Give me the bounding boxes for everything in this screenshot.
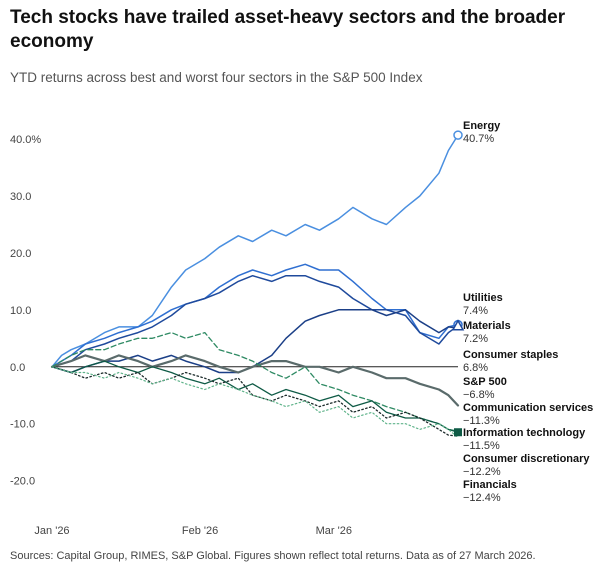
- chart-title: Tech stocks have trailed asset-heavy sec…: [10, 7, 566, 52]
- series-value-communication-services: −11.3%: [463, 415, 500, 427]
- series-value-consumer-discretionary: −12.2%: [463, 466, 501, 478]
- series-label-communication-services: Communication services: [463, 402, 593, 414]
- series-label-utilities: Utilities: [463, 292, 503, 304]
- y-tick-label: -20.0: [10, 476, 35, 488]
- x-tick-label: Jan '26: [34, 525, 69, 537]
- y-tick-label: 30.0: [10, 191, 31, 203]
- series-label-information-technology: Information technology: [463, 427, 586, 439]
- series-line-materials: [51, 274, 459, 368]
- series-value-financials: −12.4%: [463, 492, 501, 504]
- series-line-energy: [51, 134, 459, 368]
- series-value-utilities: 7.4%: [463, 305, 488, 317]
- end-marker-information-technology: [454, 428, 462, 437]
- y-tick-label: 20.0: [10, 248, 31, 260]
- y-tick-label: 0.0: [10, 362, 25, 374]
- series-line-information-technology: [51, 360, 459, 433]
- series-value-information-technology: −11.5%: [463, 440, 500, 452]
- y-tick-label: -10.0: [10, 419, 35, 431]
- source-note: Sources: Capital Group, RIMES, S&P Globa…: [10, 550, 536, 562]
- series-line-consumer-staples: [51, 309, 459, 374]
- series-value-consumer-staples: 6.8%: [463, 362, 488, 374]
- series-label-sandp-500: S&P 500: [463, 376, 507, 388]
- x-tick-label: Feb '26: [182, 525, 218, 537]
- series-value-sandp-500: −6.8%: [463, 389, 495, 401]
- series-line-sandp-500: [50, 354, 460, 407]
- series-label-financials: Financials: [463, 479, 517, 491]
- end-marker-energy: [453, 130, 463, 140]
- series-label-materials: Materials: [463, 320, 511, 332]
- y-tick-label: 40.0%: [10, 134, 41, 146]
- end-marker-materials: [451, 319, 465, 331]
- y-tick-label: 10.0: [10, 305, 31, 317]
- series-line-utilities: [51, 263, 459, 368]
- chart-subtitle: YTD returns across best and worst four s…: [10, 70, 423, 85]
- series-label-consumer-discretionary: Consumer discretionary: [463, 453, 590, 465]
- series-label-consumer-staples: Consumer staples: [463, 349, 558, 361]
- series-label-energy: Energy: [463, 120, 501, 132]
- x-tick-label: Mar '26: [316, 525, 352, 537]
- series-value-energy: 40.7%: [463, 133, 494, 145]
- series-line-communication-services: [51, 331, 459, 432]
- series-value-materials: 7.2%: [463, 333, 488, 345]
- series-line-financials: [51, 366, 459, 438]
